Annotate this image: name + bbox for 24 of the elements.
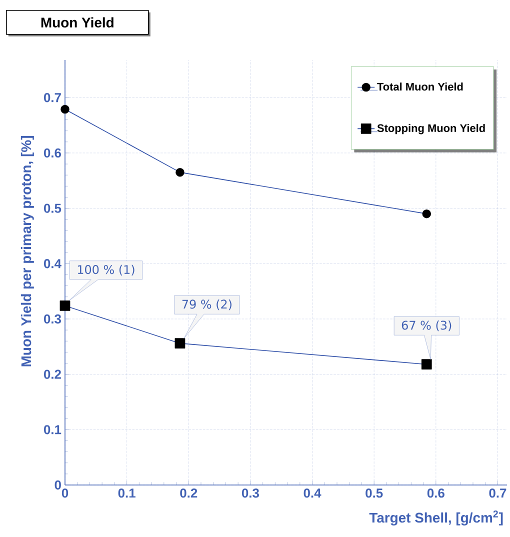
y-tick-label: 0.3: [44, 314, 62, 324]
x-tick-label: 0.2: [180, 488, 198, 498]
y-axis-title: Muon Yield per primary proton, [%]: [20, 136, 34, 366]
legend-label: Total Muon Yield: [377, 82, 463, 91]
x-tick-label: 0.7: [489, 488, 506, 498]
legend-label: Stopping Muon Yield: [377, 124, 485, 134]
chart-title: Muon Yield: [41, 17, 114, 28]
x-axis-title: Target Shell, [g/cm$^{2}$]: [369, 510, 503, 526]
y-tick-label: 0.1: [44, 425, 62, 434]
y-tick-label: 0.7: [44, 93, 61, 102]
x-tick-label: 0.5: [366, 488, 383, 498]
y-tick-label: 0: [54, 480, 61, 490]
x-tick-label: 0: [62, 488, 68, 498]
y-tick-label: 0.4: [44, 259, 62, 268]
annotation: 100 % (1): [78, 264, 134, 276]
y-tick-label: 0.6: [44, 148, 62, 158]
x-tick-label: 0.4: [304, 488, 322, 498]
y-tick-label: 0.5: [44, 204, 62, 213]
annotation: 79 % (2): [182, 299, 232, 310]
x-tick-label: 0.6: [427, 488, 444, 498]
y-tick-label: 0.2: [44, 370, 61, 379]
x-tick-label: 0.1: [118, 488, 136, 498]
annotation: 67 % (3): [402, 320, 452, 332]
x-tick-label: 0.3: [242, 488, 259, 498]
